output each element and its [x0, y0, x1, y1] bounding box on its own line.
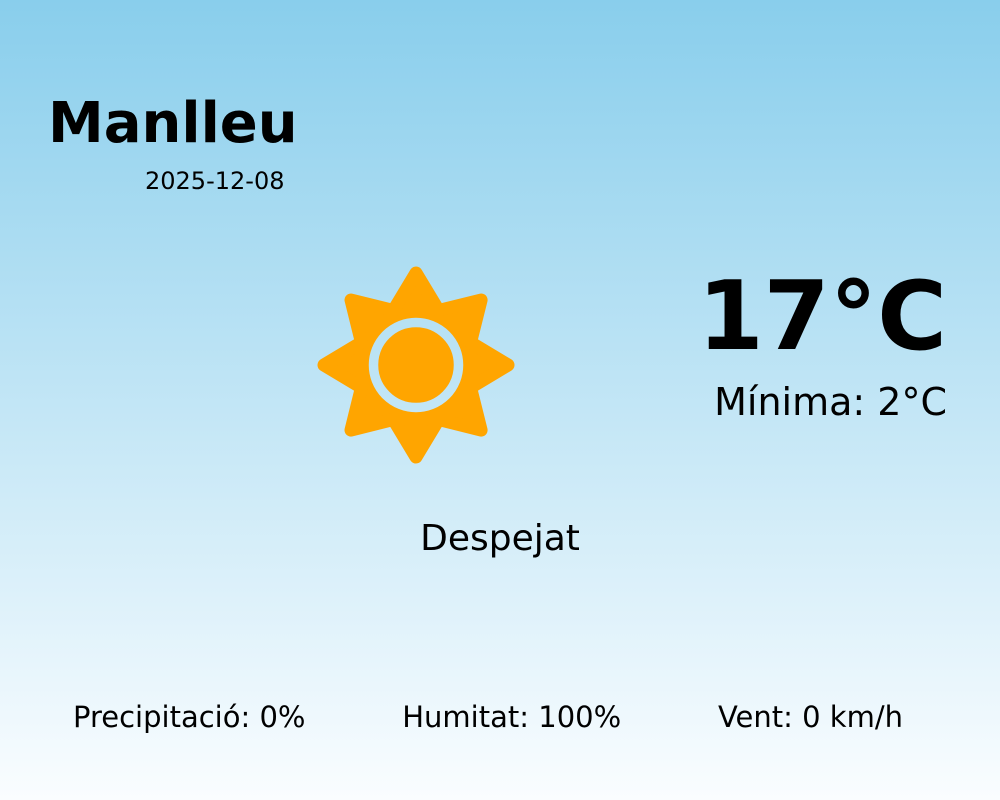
city-name: Manlleu: [48, 91, 298, 156]
wind-text: Vent: 0 km/h: [717, 700, 903, 734]
temperature: 17°C: [697, 262, 947, 372]
precipitation-text: Precipitació: 0%: [73, 700, 306, 734]
date: 2025-12-08: [145, 167, 285, 195]
condition-text: Despejat: [420, 518, 580, 559]
humidity-text: Humitat: 100%: [402, 700, 622, 734]
min-temperature: Mínima: 2°C: [714, 380, 947, 424]
sun-rays: [317, 266, 515, 464]
sun-icon: [317, 266, 515, 464]
details-row: Precipitació: 0% Humitat: 100% Vent: 0 k…: [73, 700, 903, 734]
